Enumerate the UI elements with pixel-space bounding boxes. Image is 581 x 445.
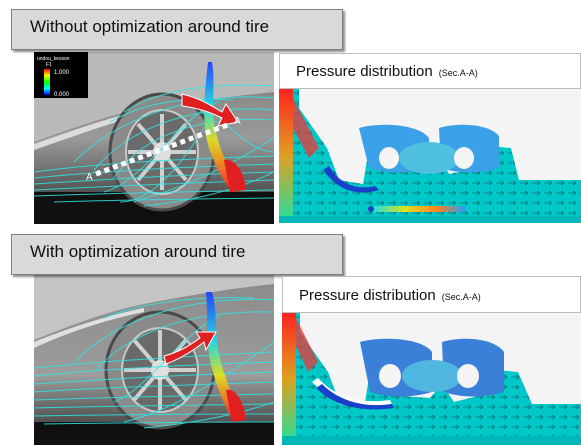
section-label-text: Without optimization around tire — [30, 17, 270, 36]
section-marker-a-left: A — [86, 172, 93, 183]
pressure-distribution-image-top — [279, 88, 581, 223]
pressure-title-top: Pressure distribution (Sec.A-A) — [279, 53, 581, 89]
cfd-tire-view-bottom — [34, 272, 274, 445]
colorbar-min: 0.000 — [54, 92, 70, 98]
pressure-title-text: Pressure distribution — [299, 287, 436, 304]
colorbar-gradient — [44, 69, 50, 95]
pressure-title-bottom: Pressure distribution (Sec.A-A) — [282, 276, 581, 313]
pressure-section-text: (Sec.A-A) — [441, 292, 481, 302]
pressure-plot-bottom — [282, 312, 581, 445]
pressure-title-text: Pressure distribution — [296, 63, 433, 80]
cfd-tire-view-top: A A undou_kesson F1 1.000 0.000 — [34, 52, 274, 224]
colorbar-subname: F1 — [46, 62, 52, 68]
section-label-with-optimization: With optimization around tire — [11, 234, 343, 275]
colorbar-name: undou_kesson — [37, 56, 70, 62]
section-marker-a-right: A — [234, 116, 241, 127]
pressure-plot-top — [279, 88, 581, 223]
section-label-without-optimization: Without optimization around tire — [11, 9, 343, 50]
pressure-distribution-image-bottom — [282, 312, 581, 445]
tire-streamline-image-top: A A undou_kesson F1 1.000 0.000 — [34, 52, 274, 224]
colorbar-legend — [34, 52, 88, 98]
tire-streamline-image-bottom — [34, 272, 274, 445]
pressure-section-text: (Sec.A-A) — [438, 68, 478, 78]
colorbar-max: 1.000 — [54, 70, 70, 76]
section-label-text: With optimization around tire — [30, 242, 246, 261]
